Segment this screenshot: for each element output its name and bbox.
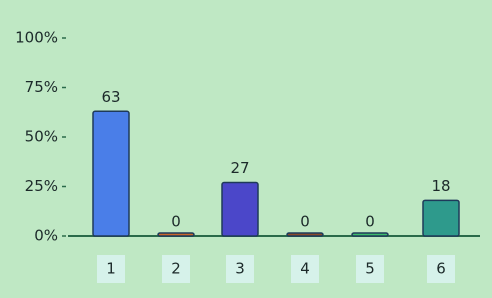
value-label: 0 [300,213,310,231]
bar [93,111,129,236]
chart: 0% 25% 50% 75% 100% 1 63 2 0 3 27 4 0 5 0 6 18 [0,0,492,298]
bar [158,233,194,236]
x-tick-label: 4 [300,260,310,278]
x-tick-label: 1 [106,260,116,278]
bar [352,233,388,236]
x-tick-label: 6 [436,260,446,278]
x-tick-label: 3 [235,260,245,278]
y-tick-label: 25% [25,177,58,195]
y-tick-label: 0% [34,227,58,245]
y-tick-label: 50% [25,128,58,146]
value-label: 63 [101,88,120,106]
bar [423,200,459,236]
x-tick-label: 2 [171,260,181,278]
y-tick-label: 100% [15,29,58,47]
y-tick-label: 75% [25,78,58,96]
value-label: 0 [171,213,181,231]
x-tick-label: 5 [365,260,375,278]
value-label: 0 [365,213,375,231]
bar [287,233,323,236]
bar [222,183,258,236]
value-label: 18 [431,177,450,195]
background [0,0,492,298]
value-label: 27 [230,159,249,177]
